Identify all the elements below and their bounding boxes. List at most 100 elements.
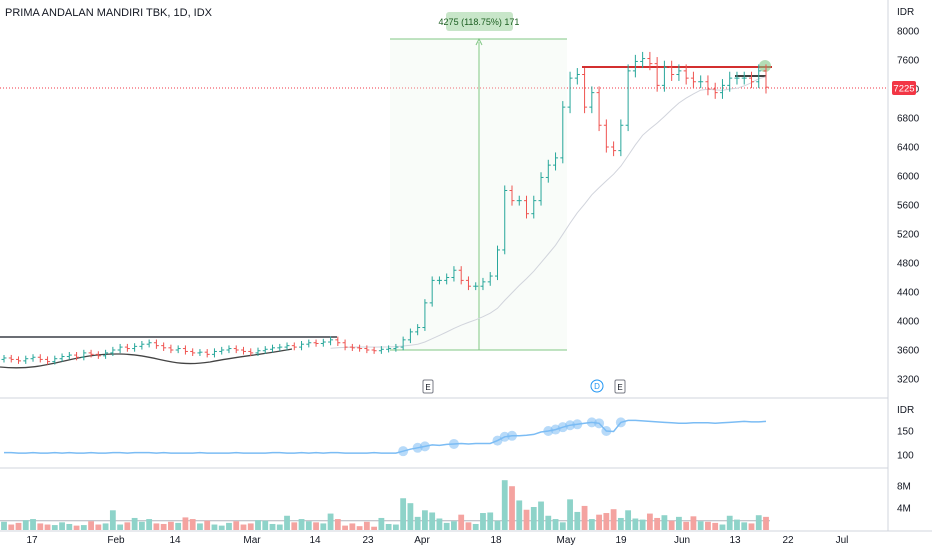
- volume-bar: [414, 516, 421, 530]
- ohlc-bar: [741, 71, 747, 85]
- ohlc-bar: [117, 343, 123, 354]
- volume-bar: [734, 519, 740, 530]
- ohlc-bar: [647, 51, 653, 71]
- ohlc-bar: [248, 348, 254, 356]
- volume-bar: [596, 514, 602, 530]
- volume-bar: [458, 514, 465, 530]
- ohlc-bar: [124, 343, 130, 352]
- volume-bar: [480, 513, 486, 530]
- volume-bar: [501, 480, 508, 530]
- ohlc-bar: [574, 68, 580, 85]
- volume-bar: [472, 523, 479, 530]
- dividend-marker-label: D: [594, 382, 600, 391]
- volume-bar: [552, 519, 559, 530]
- time-label: 17: [26, 535, 38, 546]
- volume-tick-label: 4M: [897, 504, 911, 515]
- volume-bar: [109, 510, 116, 530]
- ohlc-bar: [255, 347, 261, 356]
- ohlc-bar: [211, 348, 217, 358]
- volume-bar: [51, 525, 58, 530]
- curve-drawing[interactable]: [0, 348, 293, 369]
- volume-bar: [175, 522, 182, 530]
- ohlc-bar: [284, 342, 290, 351]
- ohlc-bar: [393, 343, 399, 352]
- ohlc-bar: [756, 64, 762, 89]
- volume-bar: [763, 516, 769, 530]
- volume-bar: [574, 511, 581, 530]
- volume-bar: [407, 503, 414, 530]
- time-axis: 17 Feb 14 Mar 14 23 Apr 18 May 19 Jun 13 22 Jul: [26, 535, 848, 546]
- volume-bar: [305, 521, 312, 530]
- ohlc-bar: [487, 272, 493, 286]
- indicator-pane: [4, 417, 767, 457]
- ohlc-bar: [582, 68, 588, 114]
- volume-bar: [262, 520, 269, 530]
- indicator-marker: [601, 426, 612, 436]
- ohlc-bar: [190, 348, 196, 356]
- volume-bar: [226, 522, 232, 530]
- earnings-marker-1[interactable]: [422, 379, 434, 394]
- volume-bar: [385, 523, 392, 530]
- measure-arrow-head: [475, 37, 483, 46]
- volume-bar: [313, 522, 319, 530]
- volume-bar: [30, 519, 36, 530]
- earnings-marker-2[interactable]: [614, 379, 626, 394]
- volume-bar: [240, 524, 247, 530]
- ohlc-bar: [291, 342, 297, 351]
- volume-bar: [80, 525, 87, 530]
- ohlc-bar: [110, 346, 116, 356]
- volume-bar: [509, 486, 515, 530]
- dividend-marker[interactable]: [590, 379, 604, 393]
- volume-bar: [632, 518, 639, 530]
- volume-axis: 8M 4M: [897, 482, 911, 515]
- volume-bar: [741, 522, 748, 530]
- ohlc-bar: [95, 351, 101, 359]
- price-tick-label: 6800: [897, 114, 920, 125]
- ohlc-bar: [16, 356, 22, 364]
- ohlc-bar: [30, 354, 36, 362]
- volume-bar: [342, 525, 348, 530]
- volume-bar: [73, 525, 80, 530]
- ohlc-bar: [560, 101, 566, 164]
- time-label: 19: [615, 535, 627, 546]
- ohlc-bar: [37, 354, 43, 363]
- volume-bar: [131, 517, 138, 530]
- ohlc-bar: [698, 75, 704, 89]
- volume-bar: [661, 515, 668, 530]
- indicator-marker: [572, 419, 583, 430]
- volume-bar: [298, 519, 305, 530]
- indicator-line: [4, 419, 767, 454]
- ohlc-bar: [153, 339, 159, 349]
- price-tick-label: 7600: [897, 56, 920, 67]
- ohlc-bar: [734, 71, 740, 85]
- ohlc-bar: [683, 64, 689, 85]
- volume-bar: [349, 523, 356, 530]
- volume-bar: [748, 523, 755, 530]
- volume-bar: [211, 524, 218, 530]
- price-bars: [1, 51, 769, 365]
- volume-tick-label: 8M: [897, 482, 911, 493]
- ohlc-bar: [175, 345, 181, 354]
- volume-bar: [646, 513, 653, 530]
- volume-bar: [378, 517, 385, 530]
- ohlc-bar: [306, 339, 312, 348]
- ohlc-bar: [407, 328, 413, 344]
- ohlc-bar: [262, 346, 268, 354]
- volume-bar: [88, 521, 94, 530]
- time-label: 14: [169, 535, 181, 546]
- ohlc-bar: [661, 60, 667, 92]
- volume-bar: [44, 524, 51, 530]
- point-marker[interactable]: [759, 60, 771, 72]
- ohlc-bar: [545, 159, 551, 183]
- time-label: 14: [309, 535, 321, 546]
- ohlc-bar: [219, 346, 225, 355]
- ohlc-bar: [335, 336, 341, 346]
- volume-bar: [567, 499, 573, 530]
- ohlc-bar: [371, 346, 377, 354]
- ohlc-bar: [66, 352, 72, 360]
- ohlc-bar: [240, 346, 246, 355]
- ohlc-bar: [349, 343, 355, 351]
- indicator-marker: [398, 446, 409, 457]
- ohlc-bar: [640, 51, 646, 69]
